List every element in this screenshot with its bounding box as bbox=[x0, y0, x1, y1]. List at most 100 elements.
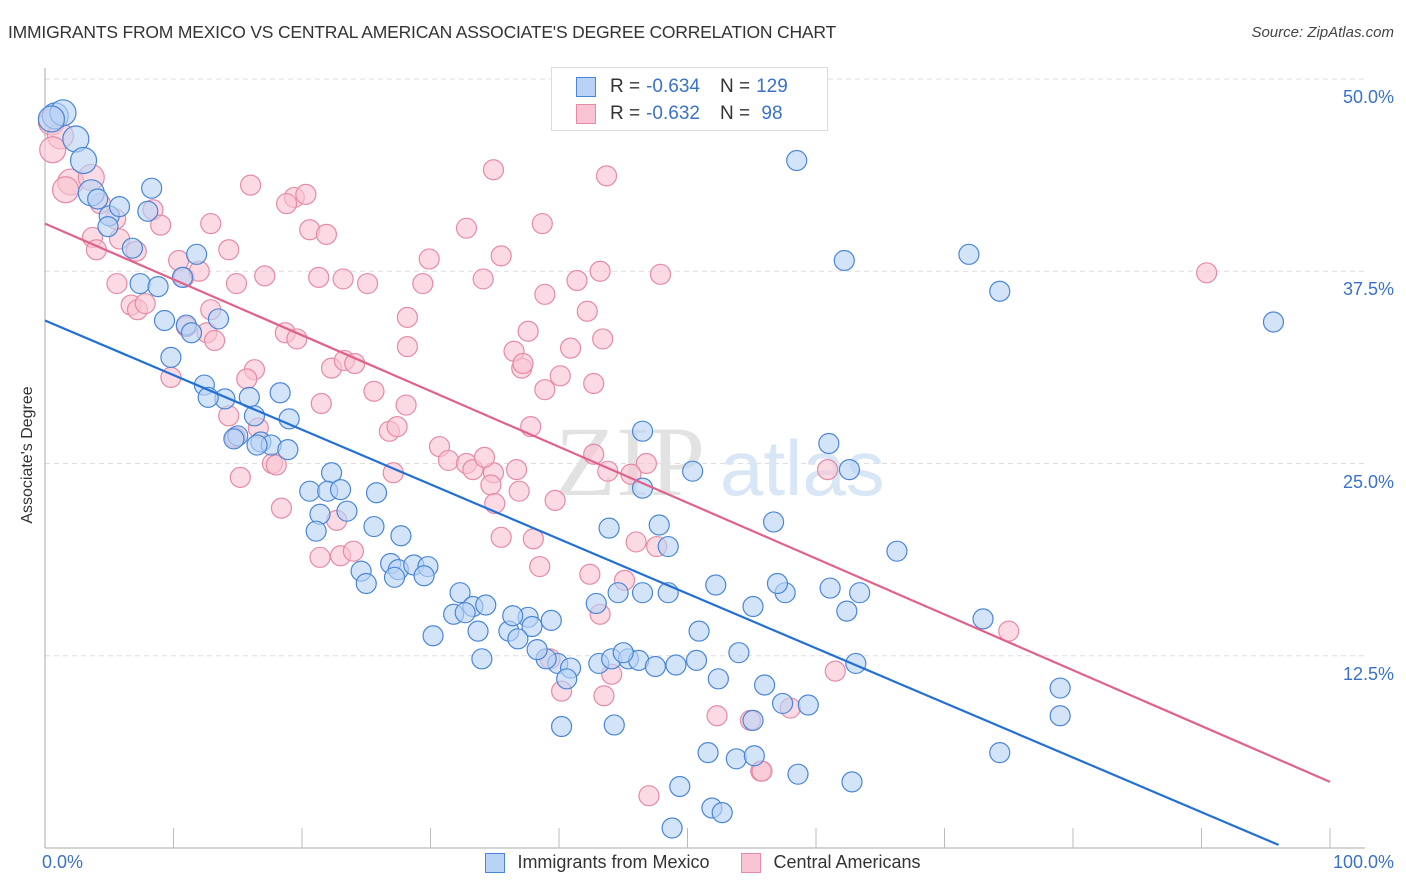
n-label: N = bbox=[719, 103, 751, 124]
data-point bbox=[455, 217, 478, 239]
data-point bbox=[631, 582, 654, 604]
data-point bbox=[295, 183, 317, 205]
data-point bbox=[482, 159, 505, 181]
data-point bbox=[958, 243, 980, 265]
data-point bbox=[396, 306, 418, 328]
watermark-atlas: atlas bbox=[720, 424, 885, 512]
stats-legend: R = -0.634 N = 129 R = -0.632 N = 98 bbox=[551, 67, 828, 131]
data-point bbox=[97, 216, 119, 238]
data-point bbox=[180, 322, 203, 344]
data-point bbox=[787, 763, 809, 785]
legend-item-mexico[interactable]: Immigrants from Mexico bbox=[485, 852, 709, 873]
data-point bbox=[363, 515, 385, 538]
data-point bbox=[129, 272, 151, 295]
stats-legend-row-mexico: R = -0.634 N = 129 bbox=[576, 75, 788, 99]
data-point bbox=[707, 668, 729, 690]
data-point bbox=[490, 526, 512, 548]
data-point bbox=[390, 525, 412, 547]
data-point bbox=[309, 546, 331, 568]
data-point bbox=[728, 642, 750, 664]
trend-line-central-americans bbox=[44, 222, 1331, 783]
data-point bbox=[37, 105, 66, 133]
data-point bbox=[743, 745, 765, 767]
trend-lines bbox=[44, 222, 1331, 846]
legend-label: Central Americans bbox=[773, 852, 921, 872]
n-label: N = bbox=[719, 76, 751, 97]
data-point bbox=[472, 268, 494, 290]
legend-label: Immigrants from Mexico bbox=[517, 852, 710, 872]
trend-line-mexico bbox=[44, 319, 1280, 846]
data-point bbox=[502, 605, 524, 627]
y-tick-label: 37.5% bbox=[1342, 279, 1394, 300]
data-point bbox=[87, 188, 109, 210]
data-point bbox=[644, 655, 666, 678]
data-point bbox=[989, 742, 1011, 764]
data-point bbox=[592, 328, 614, 350]
data-point bbox=[254, 265, 276, 287]
data-point bbox=[437, 449, 460, 472]
data-point bbox=[711, 802, 733, 824]
data-point bbox=[277, 439, 299, 461]
data-point bbox=[593, 685, 615, 707]
data-point bbox=[886, 540, 908, 562]
data-point bbox=[559, 337, 582, 359]
data-point bbox=[598, 517, 620, 539]
data-point bbox=[531, 212, 553, 235]
data-point bbox=[471, 648, 493, 670]
data-point bbox=[819, 577, 841, 599]
data-point bbox=[797, 694, 819, 716]
data-point bbox=[356, 272, 379, 295]
axes bbox=[44, 68, 1365, 849]
data-point bbox=[121, 237, 143, 259]
data-point bbox=[225, 272, 248, 295]
data-point bbox=[218, 239, 240, 261]
data-point bbox=[529, 555, 551, 578]
data-point bbox=[278, 408, 300, 430]
source-label: Source: ZipAtlas.com bbox=[1251, 24, 1394, 41]
data-point bbox=[490, 245, 512, 267]
data-point bbox=[1196, 262, 1218, 284]
data-point bbox=[240, 174, 262, 196]
data-point bbox=[147, 276, 169, 298]
data-point bbox=[972, 608, 994, 630]
data-point bbox=[200, 212, 222, 235]
data-point bbox=[841, 771, 863, 793]
data-point bbox=[824, 660, 846, 682]
data-point bbox=[51, 176, 80, 204]
data-point bbox=[204, 329, 226, 352]
data-point bbox=[1049, 677, 1071, 699]
data-point bbox=[512, 352, 534, 375]
data-point bbox=[705, 574, 727, 596]
data-point bbox=[386, 415, 408, 438]
n-value: 129 bbox=[756, 76, 788, 97]
data-point bbox=[771, 692, 794, 715]
data-point bbox=[753, 674, 776, 696]
y-axis-label: Associate's Degree bbox=[19, 386, 36, 524]
data-point bbox=[742, 709, 764, 731]
series-central-americans bbox=[37, 108, 1218, 807]
series-immigrants-from-mexico bbox=[37, 99, 1285, 839]
data-point bbox=[106, 272, 128, 295]
data-point bbox=[454, 602, 476, 624]
data-point bbox=[550, 715, 573, 738]
data-point bbox=[625, 531, 647, 553]
data-point bbox=[836, 600, 858, 622]
data-point bbox=[534, 283, 556, 305]
data-point bbox=[649, 263, 672, 285]
data-point bbox=[766, 572, 789, 595]
data-point bbox=[396, 336, 418, 358]
data-point bbox=[742, 595, 764, 618]
r-label: R = bbox=[610, 76, 641, 97]
legend-item-central-americans[interactable]: Central Americans bbox=[741, 852, 921, 873]
y-tick-label: 25.0% bbox=[1342, 471, 1394, 492]
data-point bbox=[566, 269, 588, 292]
series-legend: Immigrants from Mexico Central Americans bbox=[0, 852, 1406, 873]
data-point bbox=[363, 380, 385, 402]
data-point bbox=[833, 249, 855, 272]
data-point bbox=[344, 352, 366, 375]
data-point bbox=[383, 566, 406, 588]
data-point bbox=[697, 742, 719, 764]
data-point bbox=[661, 817, 683, 839]
legend-swatch-blue bbox=[485, 852, 506, 873]
